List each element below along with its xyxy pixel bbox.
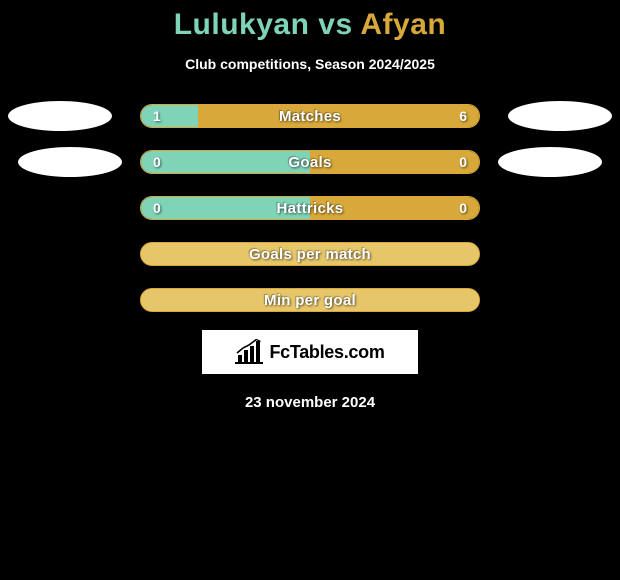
- player1-photo-placeholder-2: [18, 147, 122, 177]
- vs-text: vs: [318, 8, 352, 41]
- player2-photo-placeholder-2: [498, 147, 602, 177]
- stat-label: Hattricks: [141, 200, 479, 217]
- stat-row-hattricks: 00Hattricks: [140, 196, 480, 220]
- stat-label: Min per goal: [141, 292, 479, 309]
- stat-row-goals-per-match: Goals per match: [140, 242, 480, 266]
- footer-date: 23 november 2024: [245, 394, 375, 411]
- comparison-title: Lulukyan vs Afyan: [174, 8, 447, 42]
- stat-label: Goals: [141, 154, 479, 171]
- stat-label: Goals per match: [141, 246, 479, 263]
- player1-name: Lulukyan: [174, 8, 310, 41]
- stats-container: 16Matches 00Goals 00Hattricks Goals per mat…: [140, 104, 480, 312]
- stat-row-min-per-goal: Min per goal: [140, 288, 480, 312]
- logo-chart-icon: [235, 339, 263, 365]
- logo-text: FcTables.com: [269, 342, 384, 363]
- player2-photo-placeholder-1: [508, 101, 612, 131]
- subtitle: Club competitions, Season 2024/2025: [185, 56, 435, 72]
- player2-name: Afyan: [360, 8, 446, 41]
- stat-row-goals: 00Goals: [140, 150, 480, 174]
- stat-row-matches: 16Matches: [140, 104, 480, 128]
- stat-label: Matches: [141, 108, 479, 125]
- fctables-logo[interactable]: FcTables.com: [202, 330, 418, 374]
- player1-photo-placeholder-1: [8, 101, 112, 131]
